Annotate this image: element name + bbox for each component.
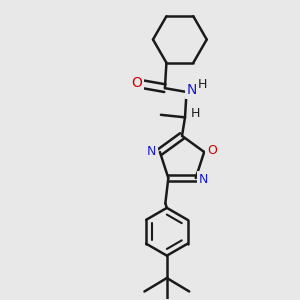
- Text: N: N: [147, 145, 156, 158]
- Text: N: N: [199, 173, 208, 186]
- Text: N: N: [187, 82, 197, 97]
- Text: H: H: [197, 78, 207, 91]
- Text: H: H: [191, 107, 200, 120]
- Text: O: O: [208, 144, 218, 157]
- Text: O: O: [131, 76, 142, 90]
